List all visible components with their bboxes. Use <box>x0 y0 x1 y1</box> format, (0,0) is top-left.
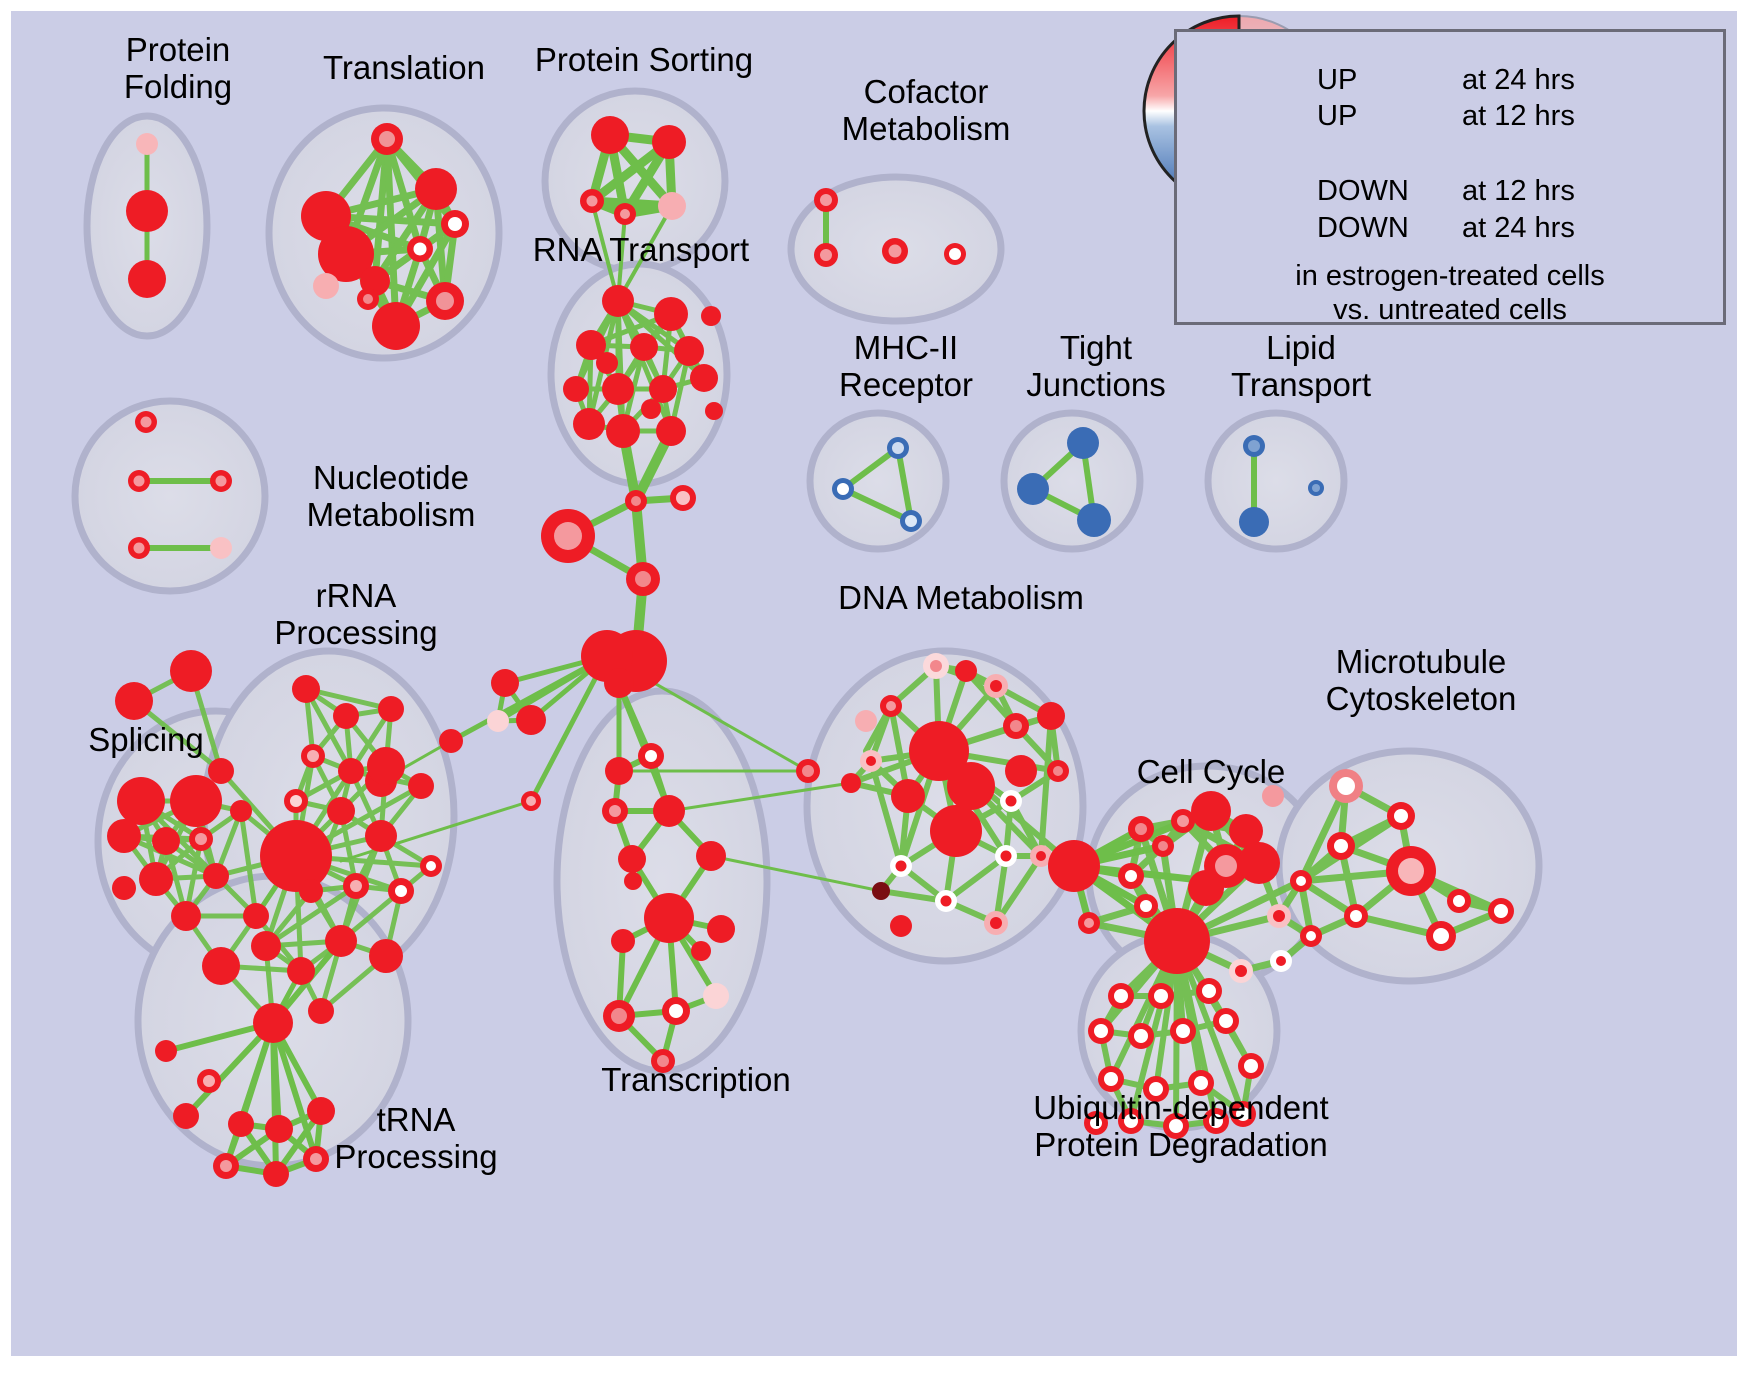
cluster-label-cofactor-metabolism: Cofactor Metabolism <box>841 73 1011 147</box>
node-group-splicing <box>107 650 315 1062</box>
legend-box: UP at 24 hrs UP at 12 hrs DOWN at 12 hrs… <box>1174 29 1726 326</box>
node-group-rrna <box>251 675 442 1043</box>
cluster-label-translation: Translation <box>322 49 486 86</box>
legend-footer-line1: in estrogen-treated cells <box>1295 260 1605 292</box>
cluster-label-tight-junctions: Tight Junctions <box>1026 329 1166 403</box>
cluster-label-cell-cycle: Cell Cycle <box>1136 753 1286 790</box>
node-group-mhcii <box>832 437 922 532</box>
cluster-label-protein-folding: Protein Folding <box>123 31 233 105</box>
node-group-cofactor <box>814 188 966 267</box>
node-group-microtubule <box>1300 769 1514 951</box>
legend-up-12-time: at 12 hrs <box>1462 100 1575 132</box>
legend-down-12-label: DOWN <box>1317 175 1409 207</box>
network-graph <box>71 14 1543 1187</box>
cluster-label-protein-sorting: Protein Sorting <box>534 41 754 78</box>
legend-up-24-label: UP <box>1317 64 1358 96</box>
hull-lipid-transport <box>1204 409 1348 553</box>
network-canvas: Protein Folding Translation Protein Sort… <box>11 11 1737 1356</box>
hull-nucleotide <box>71 397 269 595</box>
network-nodes <box>107 116 1514 1187</box>
cluster-label-splicing: Splicing <box>88 721 204 758</box>
node-group-lipid-transport <box>1239 435 1324 537</box>
node-group-trna <box>173 1069 335 1187</box>
cluster-label-trna-processing: tRNA Processing <box>334 1101 498 1175</box>
cluster-label-rrna-processing: rRNA Processing <box>274 577 438 651</box>
node-group-ubiquitin <box>1084 978 1264 1139</box>
legend-up-24-time: at 24 hrs <box>1462 64 1575 96</box>
legend-down-24-time: at 24 hrs <box>1462 212 1575 244</box>
cluster-label-mhc-ii-receptor: MHC-II Receptor <box>839 329 973 403</box>
node-group-transcription <box>602 668 735 1073</box>
node-group-protein-folding <box>126 133 168 298</box>
cluster-label-nucleotide-metabolism: Nucleotide Metabolism <box>306 459 476 533</box>
node-group-protein-sorting <box>580 116 686 225</box>
cluster-label-lipid-transport: Lipid Transport <box>1231 329 1371 403</box>
cluster-label-dna-metabolism: DNA Metabolism <box>838 579 1084 616</box>
legend-down-24-label: DOWN <box>1317 212 1409 244</box>
legend-footer-line2: vs. untreated cells <box>1333 294 1567 326</box>
cluster-label-microtubule-cytoskeleton: Microtubule Cytoskeleton <box>1325 643 1517 717</box>
node-group-rna-transport <box>563 285 723 448</box>
node-group-tight-junctions <box>1017 427 1111 537</box>
node-group-translation <box>301 123 469 350</box>
hull-mhcii <box>806 409 950 553</box>
node-group-nucleotide <box>128 411 232 559</box>
legend-up-12-label: UP <box>1317 100 1358 132</box>
legend-down-12-time: at 12 hrs <box>1462 175 1575 207</box>
node-group-cell-cycle <box>1078 785 1312 983</box>
cluster-label-transcription: Transcription <box>601 1061 791 1098</box>
cluster-label-rna-transport: RNA Transport <box>532 231 750 268</box>
node-group-dna-metabolism <box>855 653 1100 937</box>
cluster-label-ubiquitin-degradation: Ubiquitin-dependent Protein Degradation <box>1033 1089 1329 1163</box>
